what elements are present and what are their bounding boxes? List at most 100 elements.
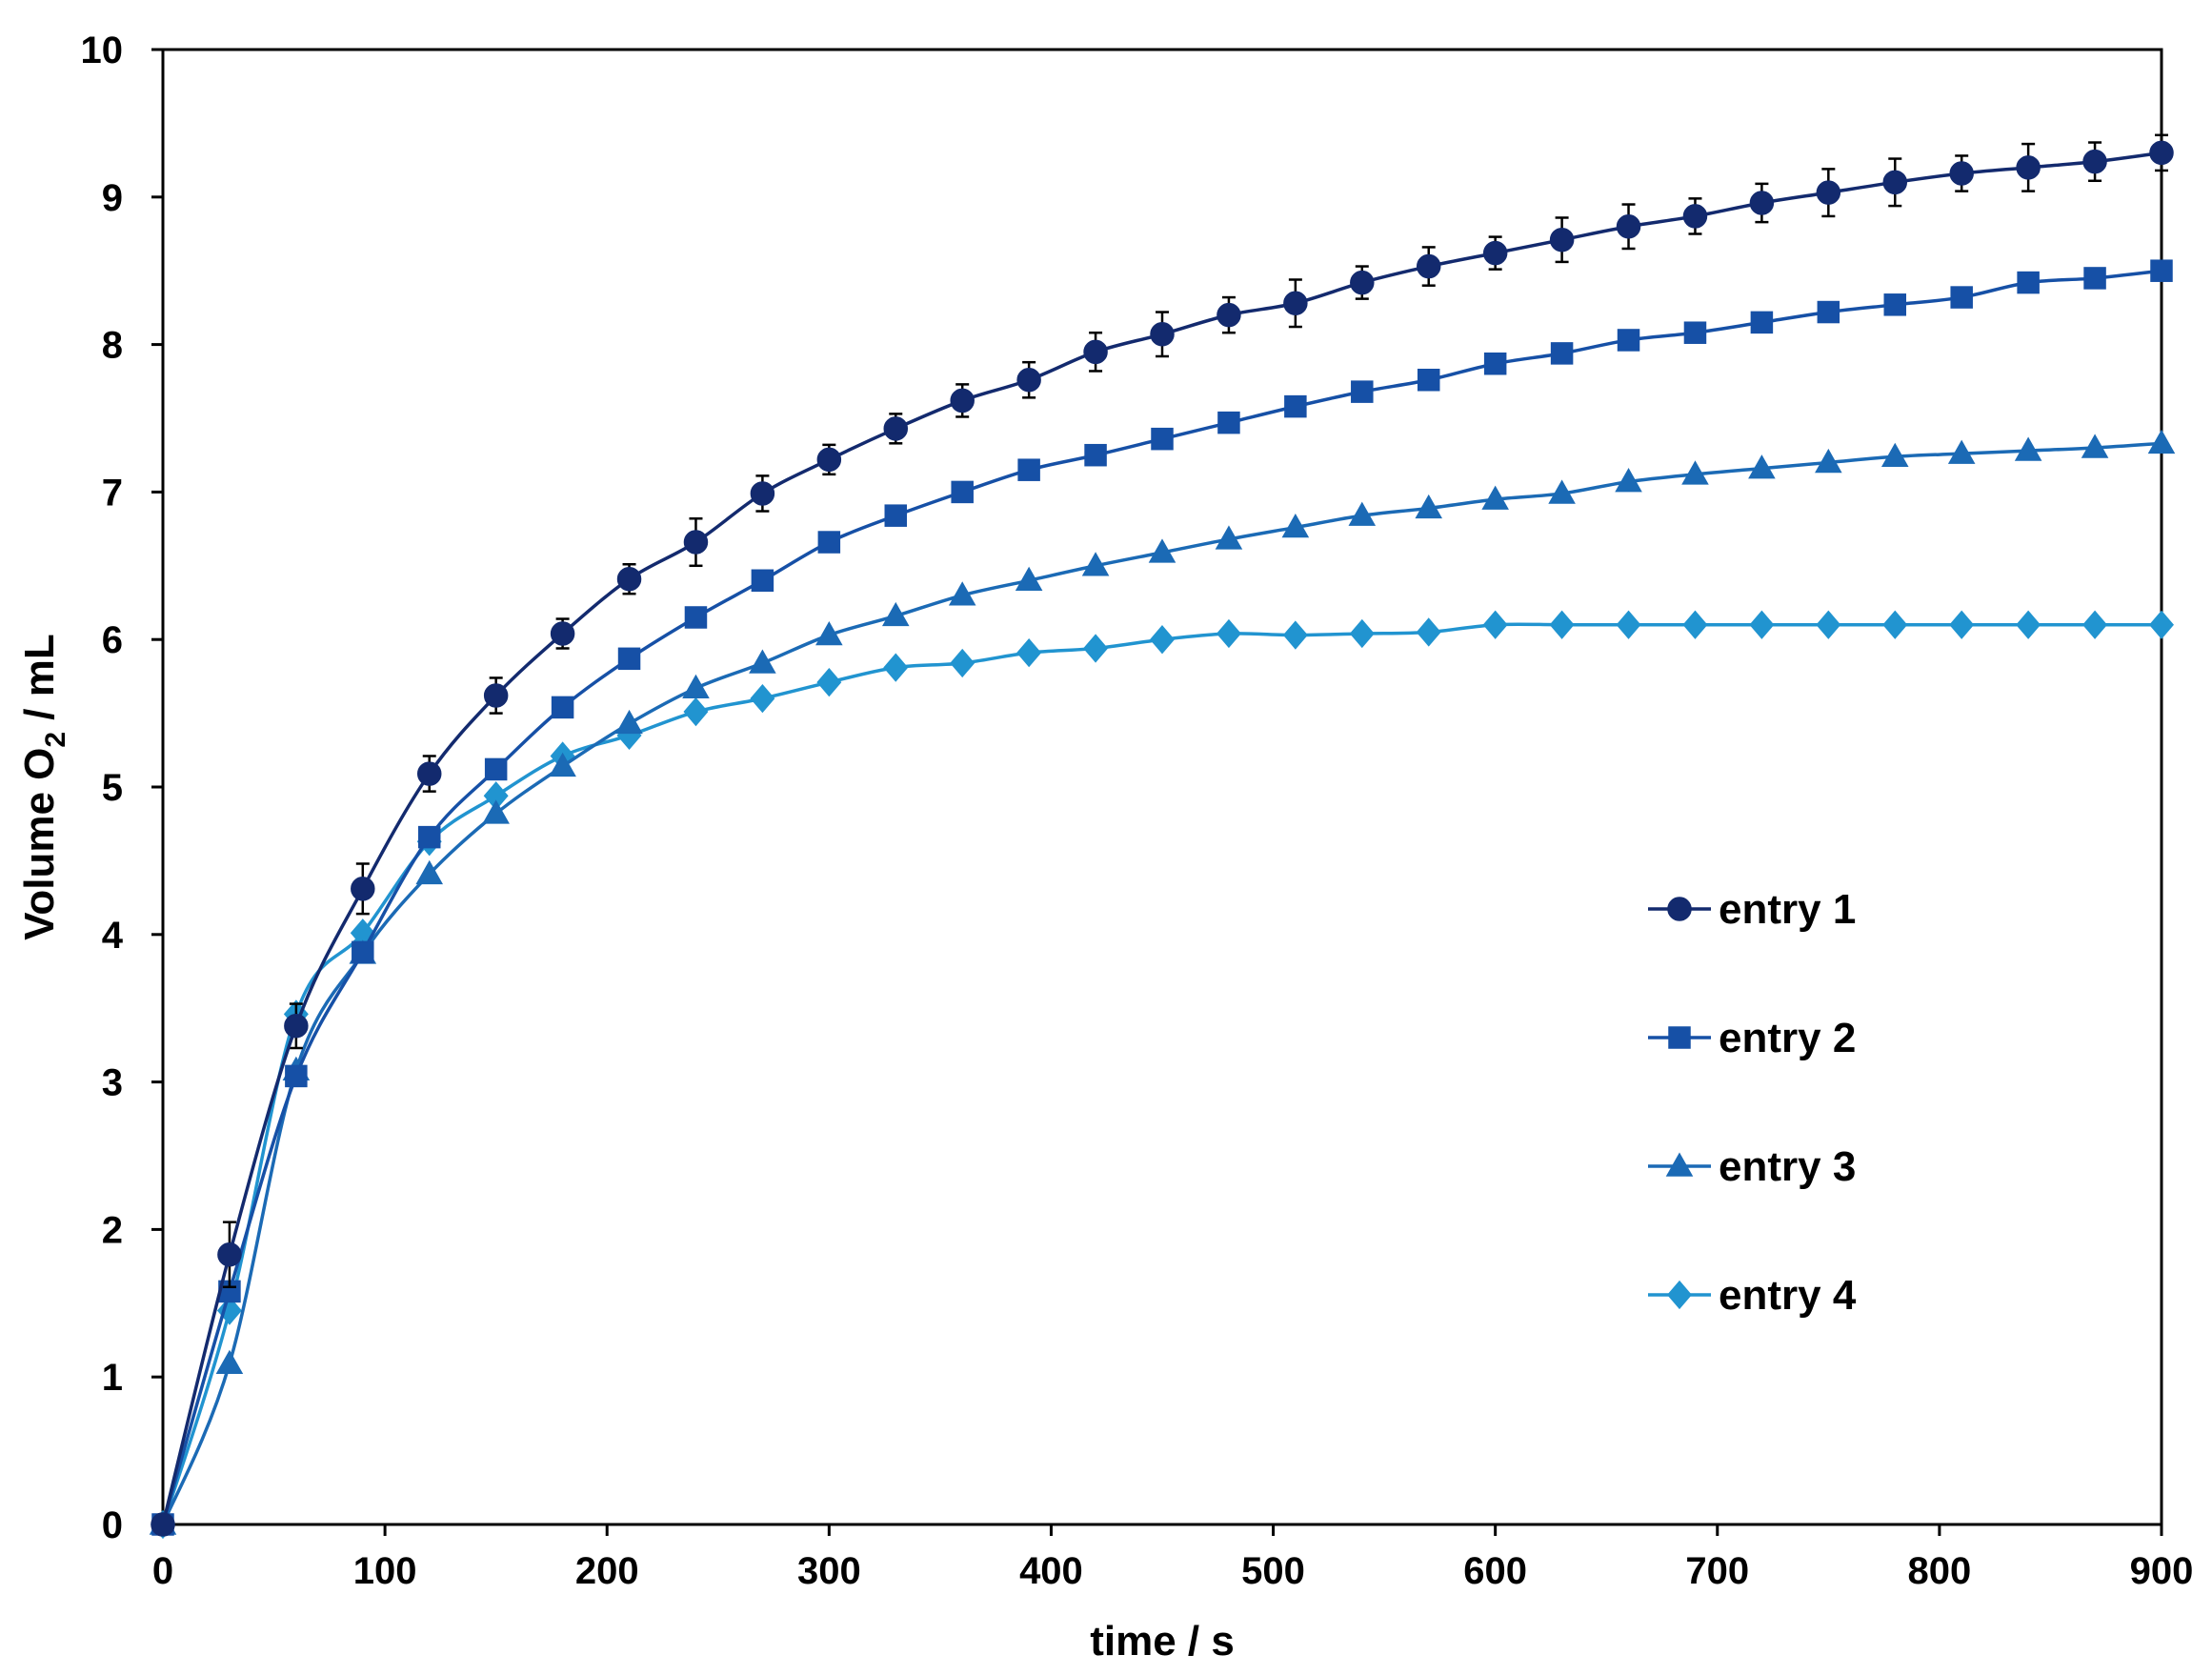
data-point <box>1749 191 1775 215</box>
y-axis-title-unit: / mL <box>16 634 63 732</box>
data-point <box>1483 352 1507 375</box>
y-tick-label: 6 <box>102 619 123 661</box>
data-point <box>2081 434 2109 458</box>
legend-label: entry 3 <box>1719 1143 1856 1190</box>
data-point <box>950 388 975 414</box>
data-point <box>215 1349 244 1375</box>
data-point <box>751 569 774 593</box>
data-point <box>284 1014 309 1039</box>
data-point <box>550 621 575 646</box>
data-point <box>2150 259 2173 282</box>
data-point <box>417 825 441 849</box>
data-point <box>750 683 775 714</box>
data-point <box>683 696 709 727</box>
x-tick-label: 400 <box>1019 1550 1083 1592</box>
data-point <box>1949 610 1975 639</box>
data-point <box>1748 454 1776 479</box>
data-point <box>2016 610 2041 639</box>
data-point <box>615 709 643 735</box>
data-point <box>1083 339 1108 365</box>
legend-item: entry 1 <box>1648 886 1856 933</box>
legend-item: entry 3 <box>1648 1143 1856 1190</box>
data-point <box>683 530 709 555</box>
data-point <box>1950 286 1973 309</box>
legend: entry 1 entry 2 entry 3 entry 4 <box>1648 886 1857 1319</box>
data-point <box>883 653 909 682</box>
data-point <box>1816 610 1841 639</box>
series-entry-2 <box>151 259 2173 1536</box>
data-point <box>1750 311 1774 334</box>
data-point <box>1549 610 1575 639</box>
data-point <box>684 606 708 629</box>
data-point <box>484 757 508 781</box>
data-point <box>285 1064 308 1088</box>
x-tick-label: 100 <box>353 1550 417 1592</box>
data-point <box>815 621 843 646</box>
y-axis-ticks: 0 1 2 3 4 5 6 7 8 9 10 <box>81 30 163 1546</box>
data-point <box>2149 610 2174 639</box>
data-point <box>1617 329 1640 352</box>
y-axis-title: Volume O2 / mL <box>16 634 71 939</box>
data-point <box>816 667 842 697</box>
y-tick-label: 1 <box>102 1357 123 1399</box>
y-tick-label: 0 <box>102 1504 123 1546</box>
legend-label: entry 4 <box>1719 1272 1857 1319</box>
data-point <box>1616 610 1641 639</box>
data-point <box>1217 302 1241 328</box>
data-point <box>352 940 374 964</box>
data-point <box>415 859 444 885</box>
y-tick-label: 10 <box>81 30 124 71</box>
x-tick-label: 600 <box>1463 1550 1527 1592</box>
x-tick-label: 900 <box>2130 1550 2194 1592</box>
data-point <box>1350 270 1375 295</box>
series-entry-1 <box>151 133 2174 1537</box>
data-point <box>1949 161 1974 186</box>
data-point <box>1550 342 1574 365</box>
data-point <box>1150 625 1175 655</box>
data-point <box>1482 240 1508 266</box>
y-axis-title-main: Volume O <box>16 748 63 940</box>
data-point <box>217 1241 242 1267</box>
data-point <box>2082 149 2107 174</box>
legend-marker <box>1665 1152 1694 1177</box>
x-tick-label: 0 <box>152 1550 173 1592</box>
data-point <box>1081 552 1110 576</box>
legend-item: entry 4 <box>1648 1272 1857 1319</box>
data-point <box>2016 155 2041 180</box>
data-point <box>1349 618 1375 649</box>
data-point <box>1016 368 1041 393</box>
data-point <box>816 447 842 473</box>
data-point <box>2147 429 2176 454</box>
data-point <box>1084 443 1107 467</box>
y-tick-label: 9 <box>102 177 123 219</box>
data-point <box>1683 321 1707 344</box>
data-point <box>950 648 975 678</box>
data-point <box>1883 293 1907 316</box>
legend-marker <box>1667 1280 1692 1310</box>
data-point <box>1880 442 1909 467</box>
data-point <box>2017 271 2040 294</box>
legend-label: entry 1 <box>1719 886 1856 933</box>
data-point <box>551 696 574 719</box>
x-axis-ticks: 0 100 200 300 400 500 600 700 800 900 <box>152 1524 2194 1592</box>
data-point <box>1681 460 1709 485</box>
data-point <box>883 416 909 441</box>
data-point <box>1348 501 1377 526</box>
x-tick-label: 200 <box>575 1550 639 1592</box>
data-point <box>750 481 775 506</box>
data-point <box>1882 170 1908 195</box>
legend-label: entry 2 <box>1719 1015 1856 1061</box>
y-tick-label: 4 <box>102 915 124 957</box>
data-point <box>884 504 908 527</box>
data-point <box>1616 214 1641 239</box>
data-point <box>1416 253 1441 279</box>
data-point <box>951 480 974 504</box>
data-point <box>2082 610 2108 639</box>
x-tick-label: 700 <box>1685 1550 1749 1592</box>
data-point <box>1548 479 1576 504</box>
data-point <box>749 649 776 674</box>
y-tick-label: 5 <box>102 767 123 809</box>
series-layer <box>149 133 2176 1540</box>
data-point <box>1281 514 1310 538</box>
